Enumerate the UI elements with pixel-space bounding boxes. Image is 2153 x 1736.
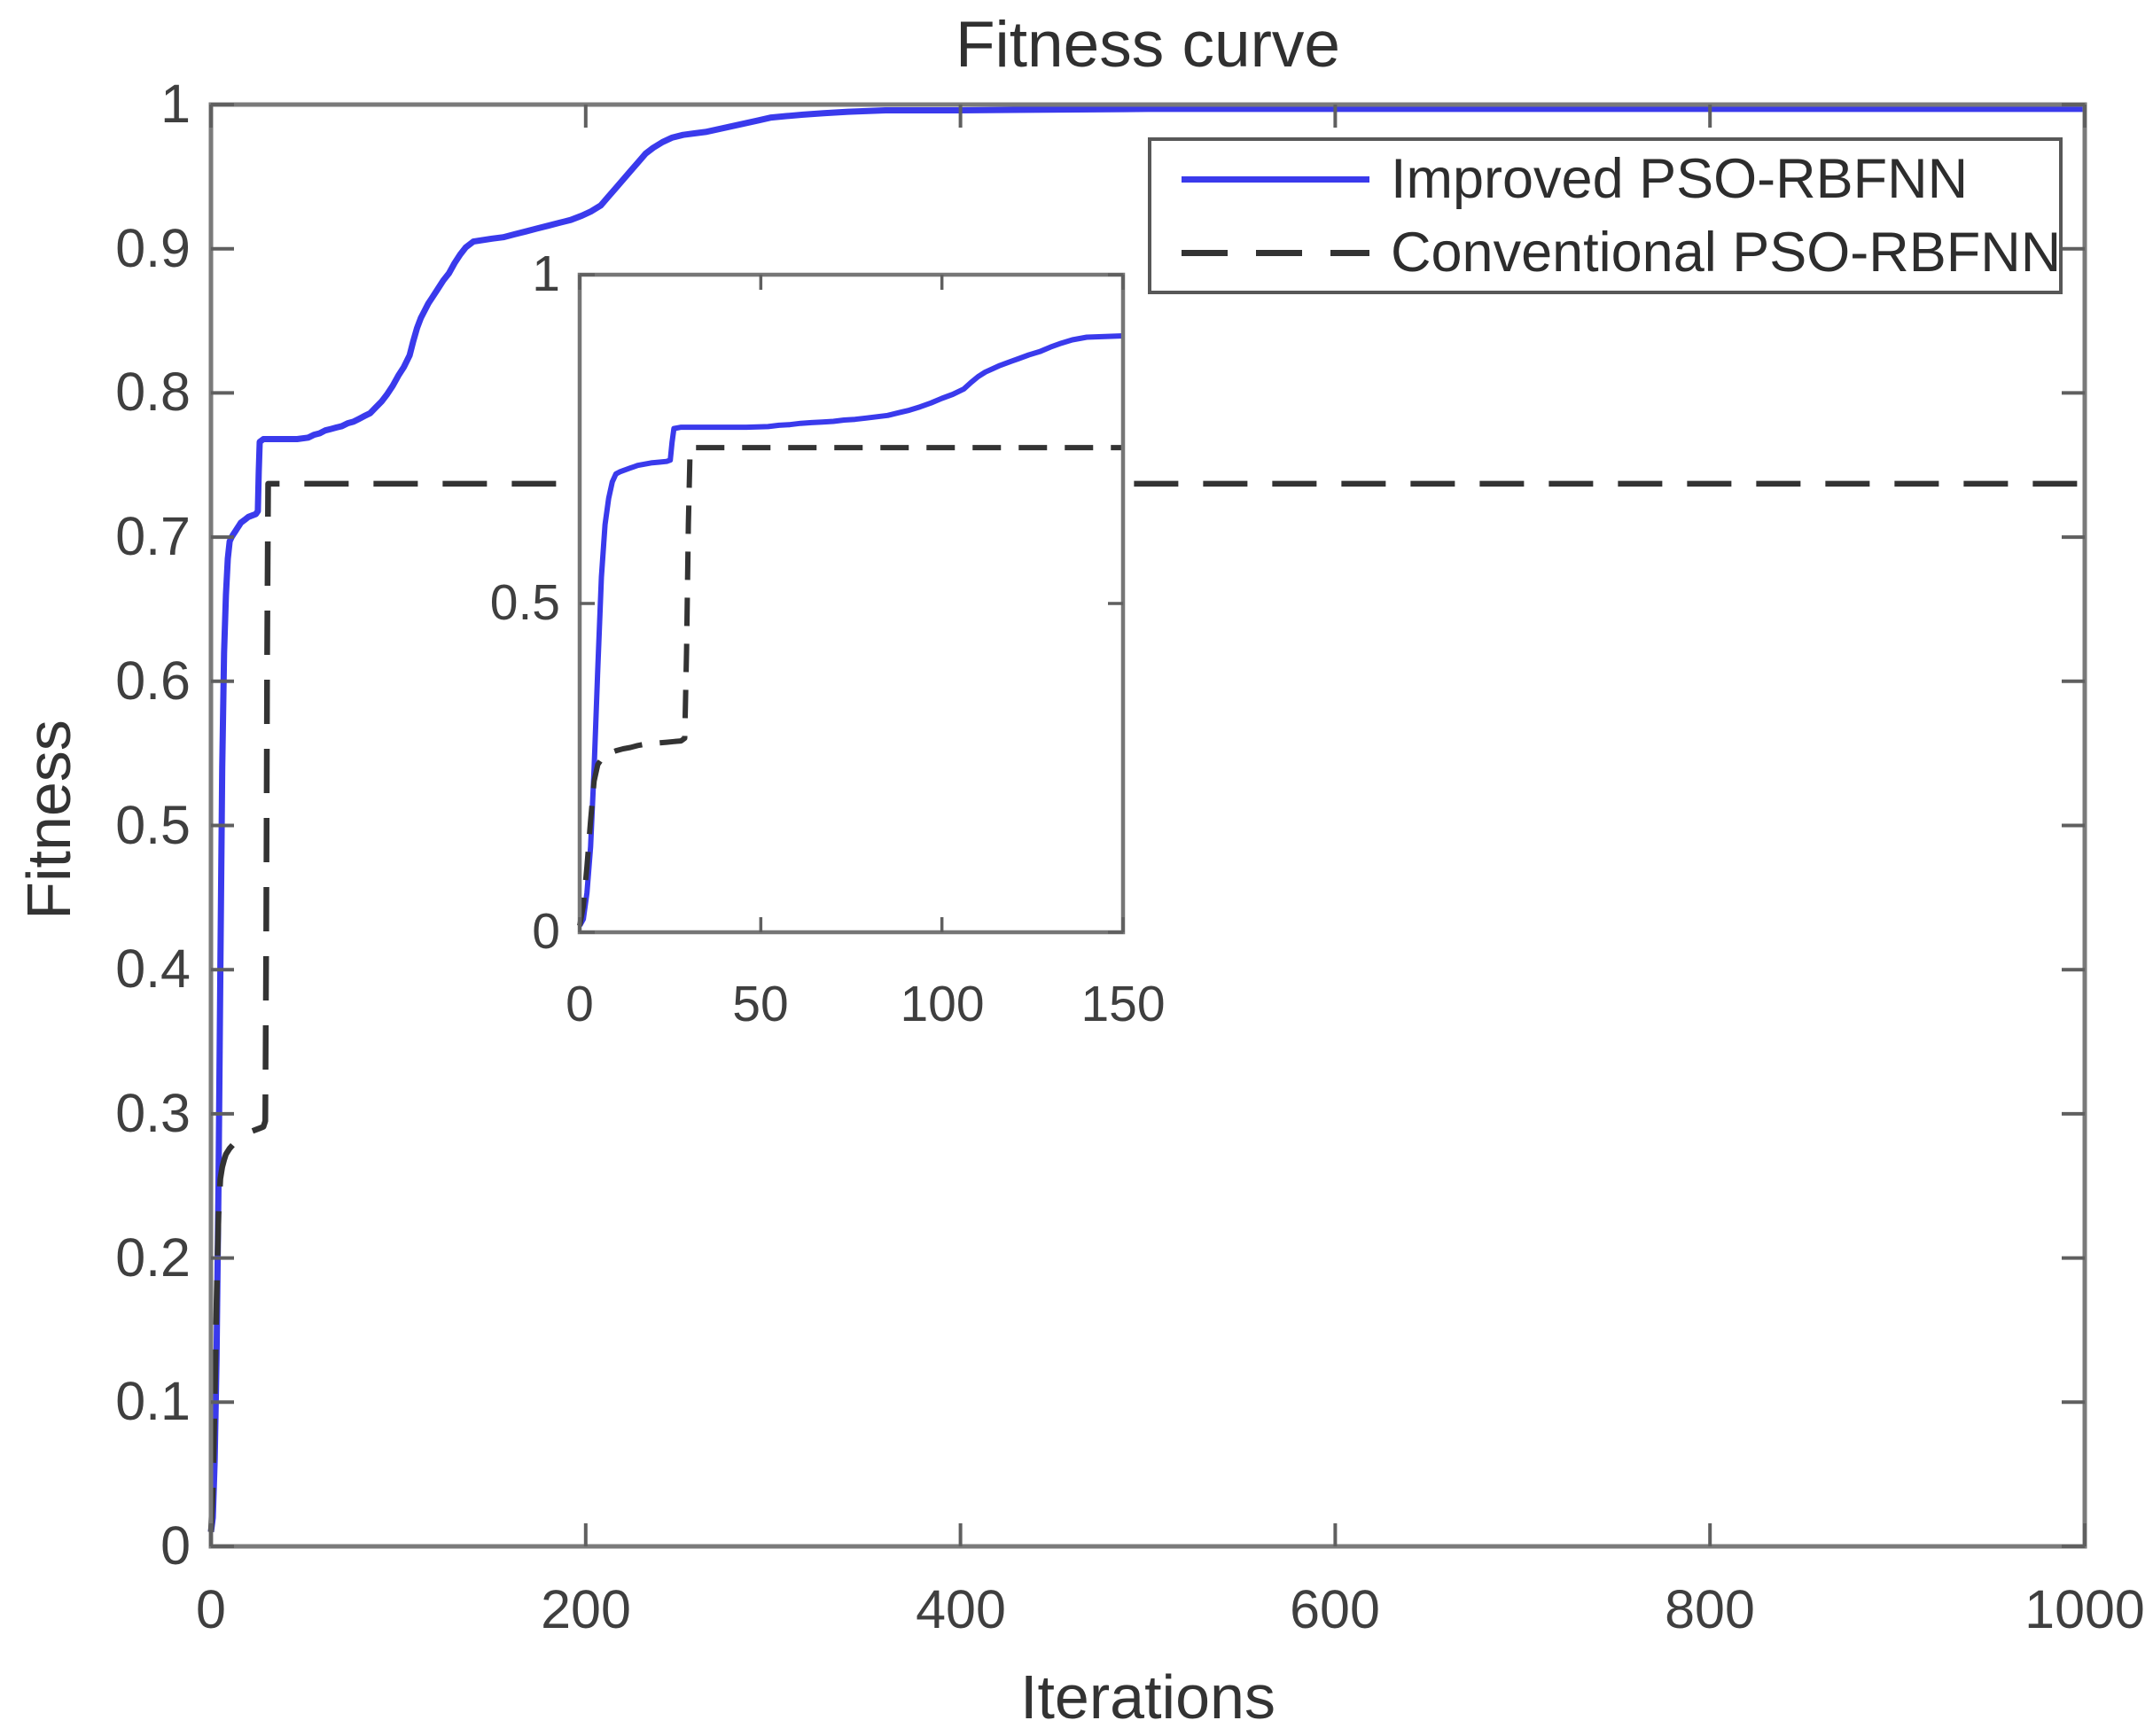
y-tick-label: 0 xyxy=(160,1515,191,1576)
x-tick-label: 200 xyxy=(541,1579,631,1639)
inset-y-tick-label: 0 xyxy=(532,903,560,960)
legend: Improved PSO-RBFNN Conventional PSO-RBFN… xyxy=(1148,137,2063,294)
y-tick-label: 0.3 xyxy=(115,1083,191,1143)
chart-title: Fitness curve xyxy=(955,9,1341,81)
y-tick-label: 0.5 xyxy=(115,795,191,855)
y-tick-label: 0.7 xyxy=(115,506,191,566)
y-tick-label: 0.6 xyxy=(115,650,191,711)
y-tick-label: 1 xyxy=(160,74,191,134)
x-tick-label: 0 xyxy=(196,1579,226,1639)
inset-x-tick-label: 50 xyxy=(732,976,789,1032)
y-tick-label: 0.9 xyxy=(115,218,191,278)
solid-line-swatch-icon xyxy=(1182,175,1369,183)
inset-x-tick-label: 0 xyxy=(566,976,594,1032)
legend-label: Improved PSO-RBFNN xyxy=(1391,147,1969,210)
y-tick-label: 0.8 xyxy=(115,362,191,422)
y-tick-label: 0.2 xyxy=(115,1227,191,1288)
inset-x-tick-label: 150 xyxy=(1080,976,1166,1032)
x-tick-label: 600 xyxy=(1290,1579,1380,1639)
dashed-line-swatch-icon xyxy=(1182,249,1369,256)
x-tick-label: 400 xyxy=(916,1579,1006,1639)
x-tick-label: 1000 xyxy=(2024,1579,2145,1639)
y-tick-label: 0.1 xyxy=(115,1371,191,1431)
inset-x-tick-label: 100 xyxy=(900,976,985,1032)
inset-y-tick-label: 0.5 xyxy=(489,574,560,631)
x-tick-label: 800 xyxy=(1665,1579,1755,1639)
inset-y-tick-label: 1 xyxy=(532,245,560,302)
y-tick-label: 0.4 xyxy=(115,938,191,999)
x-axis-label: Iterations xyxy=(1020,1662,1275,1732)
legend-label: Conventional PSO-RBFNN xyxy=(1391,221,2062,284)
legend-item-improved: Improved PSO-RBFNN xyxy=(1182,147,2059,210)
legend-item-conventional: Conventional PSO-RBFNN xyxy=(1182,221,2062,284)
